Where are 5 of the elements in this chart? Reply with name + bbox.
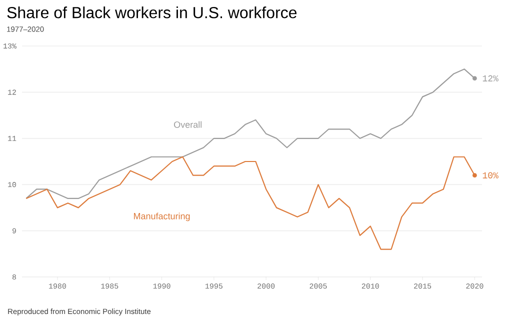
chart-title: Share of Black workers in U.S. workforce (7, 6, 297, 18)
data-label: 10% (482, 172, 498, 178)
text: Manufacturing (134, 212, 190, 222)
series-label: Overall (174, 121, 202, 128)
data-label: 12% (482, 75, 498, 82)
